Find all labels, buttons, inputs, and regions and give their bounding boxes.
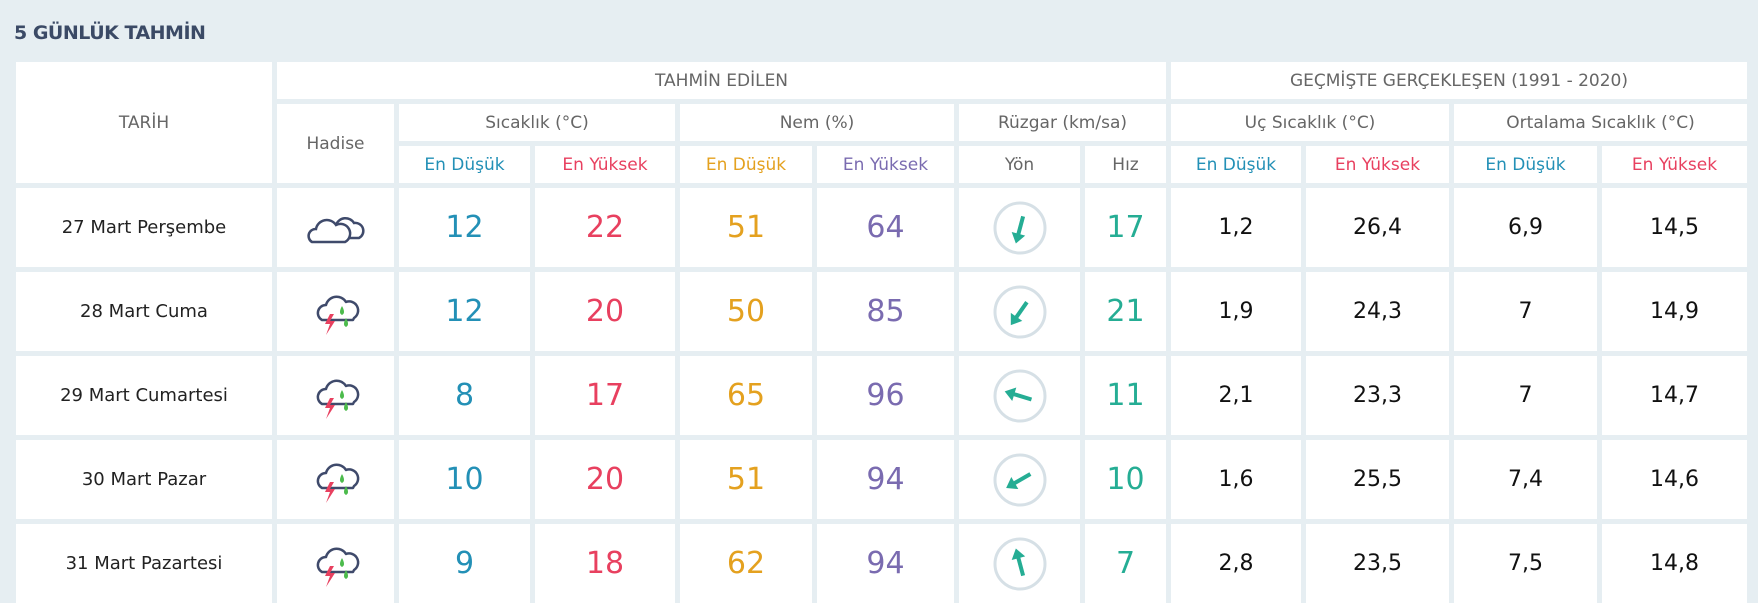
humidity-max-cell: 96 — [817, 356, 954, 435]
humidity-min-cell: 65 — [680, 356, 812, 435]
extreme-max-cell: 24,3 — [1306, 272, 1449, 351]
header-date: TARİH — [16, 62, 272, 183]
wind-direction-arrow-icon — [992, 368, 1048, 424]
weather-icon-cell — [277, 356, 394, 435]
date-cell: 30 Mart Pazar — [16, 440, 272, 519]
extreme-min-cell: 1,2 — [1171, 188, 1301, 267]
extreme-min-cell: 1,9 — [1171, 272, 1301, 351]
humidity-min-cell: 62 — [680, 524, 812, 603]
weather-icon-cell — [277, 188, 394, 267]
header-past: GEÇMİŞTE GERÇEKLEŞEN (1991 - 2020) — [1171, 62, 1747, 99]
wind-direction-cell — [959, 356, 1080, 435]
header-extreme-temp: Uç Sıcaklık (°C) — [1171, 104, 1449, 141]
average-max-cell: 14,6 — [1602, 440, 1747, 519]
date-cell: 27 Mart Perşembe — [16, 188, 272, 267]
wind-speed-cell: 17 — [1085, 188, 1166, 267]
wind-speed-cell: 21 — [1085, 272, 1166, 351]
temp-min-cell: 10 — [399, 440, 530, 519]
average-min-cell: 7 — [1454, 356, 1597, 435]
header-wind: Rüzgar (km/sa) — [959, 104, 1166, 141]
temp-max-cell: 18 — [535, 524, 675, 603]
wind-direction-cell — [959, 440, 1080, 519]
extreme-max-cell: 23,5 — [1306, 524, 1449, 603]
thunderstorm-rain-icon — [308, 538, 364, 590]
date-cell: 29 Mart Cumartesi — [16, 356, 272, 435]
header-extreme-max: En Yüksek — [1306, 146, 1449, 183]
average-min-cell: 7 — [1454, 272, 1597, 351]
humidity-min-cell: 51 — [680, 440, 812, 519]
average-max-cell: 14,5 — [1602, 188, 1747, 267]
date-cell: 28 Mart Cuma — [16, 272, 272, 351]
header-hum-max: En Yüksek — [817, 146, 954, 183]
header-wind-dir: Yön — [959, 146, 1080, 183]
humidity-min-cell: 51 — [680, 188, 812, 267]
temp-min-cell: 8 — [399, 356, 530, 435]
extreme-min-cell: 2,1 — [1171, 356, 1301, 435]
extreme-max-cell: 26,4 — [1306, 188, 1449, 267]
humidity-max-cell: 85 — [817, 272, 954, 351]
header-extreme-min: En Düşük — [1171, 146, 1301, 183]
humidity-min-cell: 50 — [680, 272, 812, 351]
header-hum-min: En Düşük — [680, 146, 812, 183]
temp-max-cell: 22 — [535, 188, 675, 267]
wind-direction-cell — [959, 524, 1080, 603]
wind-speed-cell: 11 — [1085, 356, 1166, 435]
wind-direction-cell — [959, 272, 1080, 351]
average-min-cell: 7,5 — [1454, 524, 1597, 603]
wind-direction-arrow-icon — [992, 284, 1048, 340]
wind-direction-arrow-icon — [992, 200, 1048, 256]
thunderstorm-rain-icon — [308, 370, 364, 422]
header-average-min: En Düşük — [1454, 146, 1597, 183]
weather-icon-cell — [277, 524, 394, 603]
wind-speed-cell: 7 — [1085, 524, 1166, 603]
temp-max-cell: 17 — [535, 356, 675, 435]
average-max-cell: 14,8 — [1602, 524, 1747, 603]
humidity-max-cell: 64 — [817, 188, 954, 267]
section-title: 5 GÜNLÜK TAHMİN — [14, 22, 206, 44]
temp-max-cell: 20 — [535, 440, 675, 519]
header-humidity: Nem (%) — [680, 104, 954, 141]
header-wind-speed: Hız — [1085, 146, 1166, 183]
header-average-temp: Ortalama Sıcaklık (°C) — [1454, 104, 1747, 141]
header-average-max: En Yüksek — [1602, 146, 1747, 183]
header-event: Hadise — [277, 104, 394, 183]
wind-speed-cell: 10 — [1085, 440, 1166, 519]
extreme-min-cell: 2,8 — [1171, 524, 1301, 603]
humidity-max-cell: 94 — [817, 524, 954, 603]
extreme-max-cell: 23,3 — [1306, 356, 1449, 435]
extreme-min-cell: 1,6 — [1171, 440, 1301, 519]
date-cell: 31 Mart Pazartesi — [16, 524, 272, 603]
humidity-max-cell: 94 — [817, 440, 954, 519]
average-min-cell: 6,9 — [1454, 188, 1597, 267]
header-temp-min: En Düşük — [399, 146, 530, 183]
header-temp-max: En Yüksek — [535, 146, 675, 183]
header-temp: Sıcaklık (°C) — [399, 104, 675, 141]
forecast-table: TARİH TAHMİN EDİLEN GEÇMİŞTE GERÇEKLEŞEN… — [16, 62, 1747, 603]
average-max-cell: 14,7 — [1602, 356, 1747, 435]
wind-direction-arrow-icon — [992, 452, 1048, 508]
thunderstorm-rain-icon — [308, 286, 364, 338]
average-max-cell: 14,9 — [1602, 272, 1747, 351]
extreme-max-cell: 25,5 — [1306, 440, 1449, 519]
weather-icon-cell — [277, 440, 394, 519]
thunderstorm-rain-icon — [308, 454, 364, 506]
temp-min-cell: 9 — [399, 524, 530, 603]
wind-direction-cell — [959, 188, 1080, 267]
header-forecast: TAHMİN EDİLEN — [277, 62, 1166, 99]
cloudy-icon — [304, 208, 368, 248]
weather-icon-cell — [277, 272, 394, 351]
wind-direction-arrow-icon — [992, 536, 1048, 592]
temp-max-cell: 20 — [535, 272, 675, 351]
temp-min-cell: 12 — [399, 272, 530, 351]
temp-min-cell: 12 — [399, 188, 530, 267]
average-min-cell: 7,4 — [1454, 440, 1597, 519]
